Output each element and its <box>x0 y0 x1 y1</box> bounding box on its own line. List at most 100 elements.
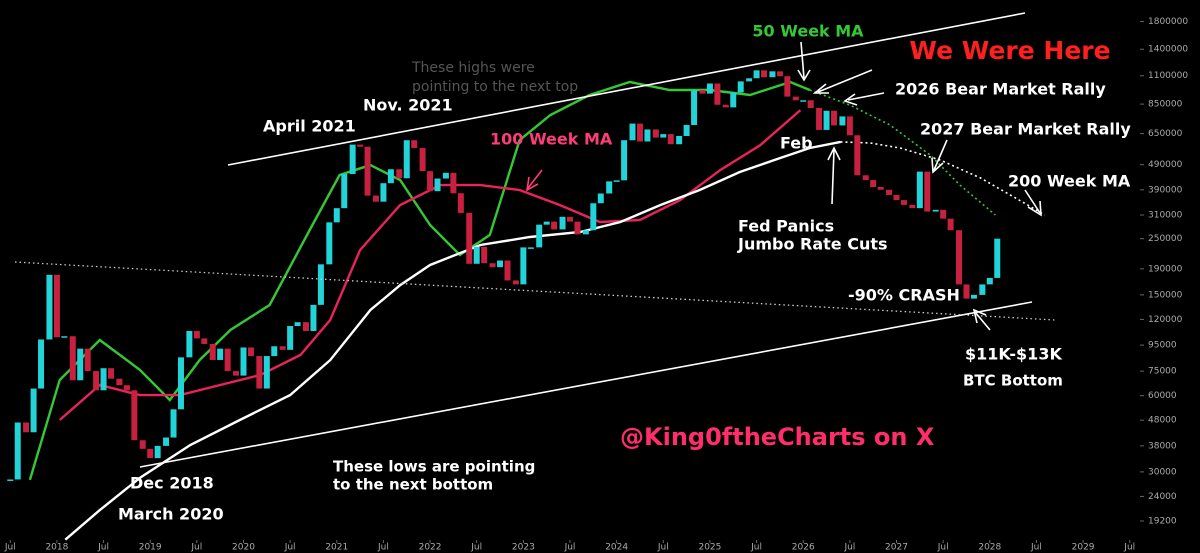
candle <box>294 322 301 327</box>
annotation: Nov. 2021 <box>363 96 453 115</box>
candle <box>317 264 324 305</box>
x-tick-label: 2019 <box>139 543 162 553</box>
candle <box>597 193 604 204</box>
candle <box>769 71 776 78</box>
candle <box>233 371 240 376</box>
annotation: These lows are pointing <box>333 458 535 476</box>
candle <box>310 304 317 332</box>
candle <box>870 180 877 187</box>
candle <box>753 70 760 79</box>
candle <box>900 200 907 205</box>
candle <box>154 445 161 459</box>
candle <box>784 76 791 97</box>
candle <box>660 134 667 138</box>
candle <box>466 212 473 264</box>
candle <box>956 230 963 285</box>
candle <box>947 218 954 231</box>
y-tick-label: 30000 <box>1148 467 1177 477</box>
candle <box>823 110 830 130</box>
candle <box>77 348 84 381</box>
candle <box>123 385 130 391</box>
moving-average <box>64 140 841 541</box>
y-tick-label: 390000 <box>1148 185 1183 195</box>
candle <box>489 263 496 268</box>
y-tick-label: 1800000 <box>1148 17 1188 27</box>
y-tick-label: 1400000 <box>1148 45 1188 55</box>
arrow <box>827 146 841 205</box>
candle <box>201 338 208 344</box>
y-tick-label: 48000 <box>1148 416 1177 426</box>
candle <box>691 90 698 125</box>
candle <box>387 169 394 184</box>
y-tick-label: 95000 <box>1148 341 1177 351</box>
annotation: These highs were <box>411 60 535 76</box>
y-tick-label: 24000 <box>1148 492 1177 502</box>
ma50-label: 50 Week MA <box>752 22 864 41</box>
candle <box>427 171 434 192</box>
candle <box>271 346 278 357</box>
candle <box>497 260 504 268</box>
annotation: $11K-$13K <box>965 345 1062 364</box>
candle <box>23 422 30 433</box>
candle <box>116 378 123 386</box>
x-tick-label: 2027 <box>885 543 908 553</box>
arrow <box>812 69 873 94</box>
x-tick-label: Jul <box>97 543 109 553</box>
arrow <box>525 169 543 192</box>
x-tick-label: Jul <box>4 543 16 553</box>
annotation: Feb <box>780 134 813 153</box>
x-tick-label: 2025 <box>698 543 721 553</box>
candle <box>940 209 947 219</box>
candle <box>606 181 613 194</box>
candle <box>256 356 263 389</box>
candle <box>652 129 659 138</box>
candle <box>924 171 931 212</box>
candle <box>536 224 543 248</box>
ma-projection <box>840 141 1046 216</box>
x-tick-label: Jul <box>377 543 389 553</box>
candle <box>893 194 900 201</box>
y-tick-label: 19200 <box>1148 516 1177 526</box>
candle <box>527 247 534 249</box>
candle <box>38 339 45 389</box>
candle <box>800 100 807 102</box>
candle <box>287 326 294 350</box>
candle <box>364 146 371 196</box>
candle <box>909 204 916 209</box>
candle <box>419 148 426 172</box>
candle <box>839 116 846 126</box>
annotation: -90% CRASH <box>848 286 960 305</box>
candle <box>737 81 744 93</box>
candle <box>349 144 356 175</box>
arrow <box>843 92 885 106</box>
candle <box>761 70 768 78</box>
candle <box>341 174 348 209</box>
arrows <box>525 41 1042 331</box>
candle <box>574 221 581 235</box>
candle <box>396 169 403 179</box>
candle <box>792 96 799 101</box>
candle <box>986 277 993 285</box>
x-tick-label: 2028 <box>978 543 1001 553</box>
candle <box>854 135 861 176</box>
candle <box>53 274 60 338</box>
candle <box>543 221 550 225</box>
candle <box>567 216 573 222</box>
x-tick-label: Jul <box>190 543 202 553</box>
candle <box>730 92 737 108</box>
candle <box>108 368 115 379</box>
candle <box>714 83 721 105</box>
annotation: Dec 2018 <box>130 474 214 493</box>
candle <box>877 186 884 190</box>
candle <box>699 90 706 94</box>
candle <box>186 331 193 358</box>
candle <box>170 409 177 438</box>
x-tick-label: 2022 <box>419 543 442 553</box>
x-tick-label: Jul <box>843 543 855 553</box>
y-tick-label: 60000 <box>1148 391 1177 401</box>
candle <box>916 171 923 209</box>
candle <box>224 348 231 372</box>
moving-average <box>58 109 802 421</box>
arrow <box>797 41 811 82</box>
candle <box>932 209 939 212</box>
